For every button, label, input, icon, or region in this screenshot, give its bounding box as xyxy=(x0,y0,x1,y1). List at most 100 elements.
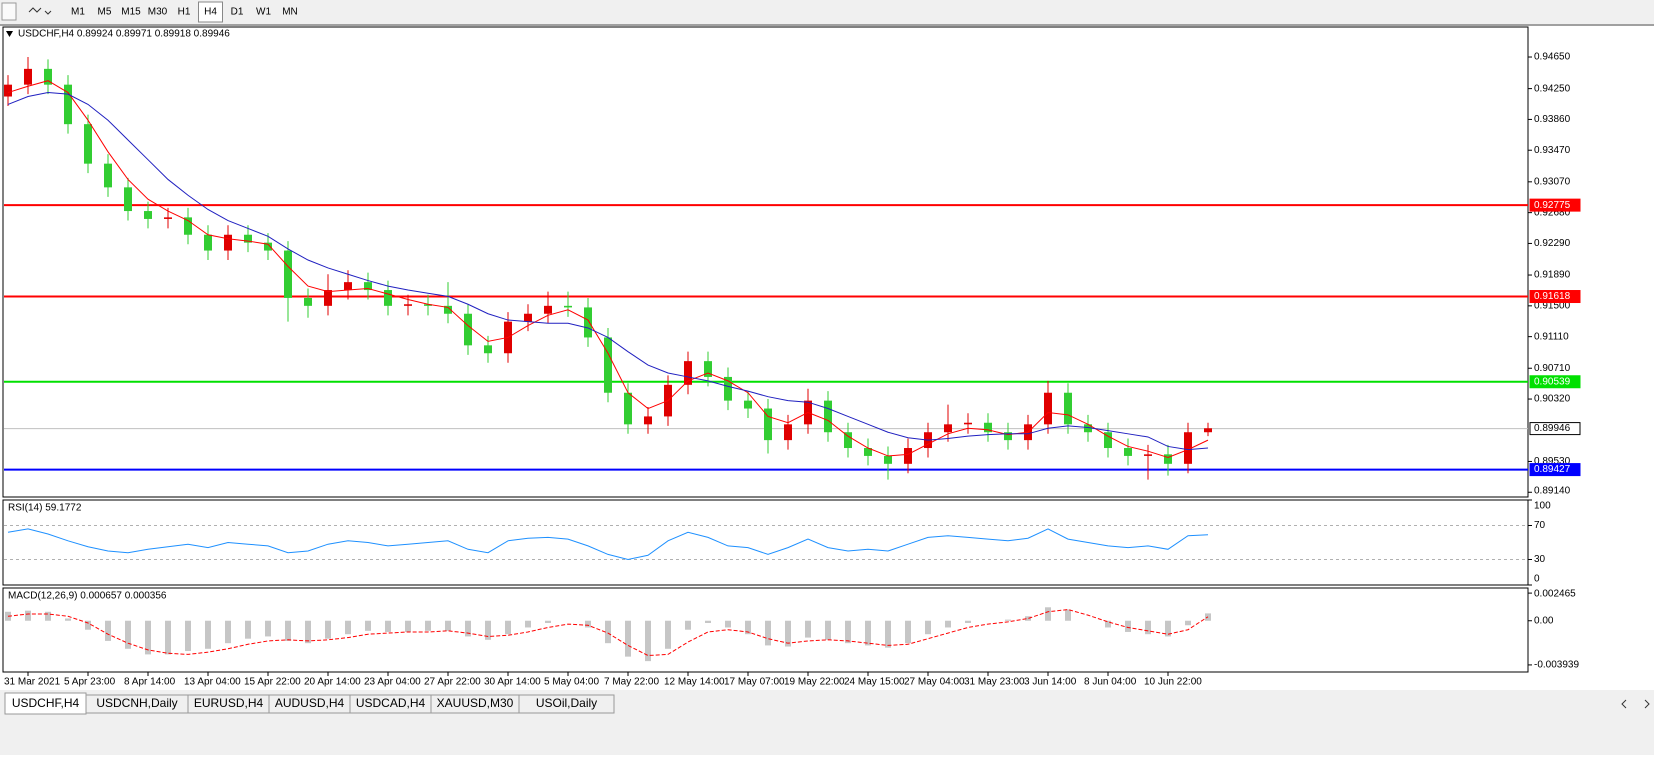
candle-body xyxy=(984,422,992,433)
candle-body xyxy=(224,234,232,251)
symbol-tab-label[interactable]: XAUUSD,M30 xyxy=(437,696,514,710)
y-tick-label: 0.91890 xyxy=(1534,270,1571,281)
candle-body xyxy=(544,305,552,314)
timeframe-button[interactable]: MN xyxy=(282,7,298,18)
y-tick-label: 70 xyxy=(1534,520,1546,531)
candle-body xyxy=(604,337,612,393)
timeframe-button[interactable]: M1 xyxy=(71,7,85,18)
toolbar-button[interactable] xyxy=(1,2,17,21)
timeframe-button[interactable]: H1 xyxy=(178,7,191,18)
candle-body xyxy=(1044,392,1052,425)
x-tick-label: 8 Jun 04:00 xyxy=(1084,677,1137,688)
scroll-arrow[interactable] xyxy=(1621,699,1650,709)
y-tick-label: -0.003939 xyxy=(1534,660,1579,671)
price-label-bg xyxy=(1529,375,1581,389)
x-tick-label: 3 Jun 14:00 xyxy=(1024,677,1077,688)
price-label-bg xyxy=(1529,463,1581,477)
y-tick-label: 0.90710 xyxy=(1534,363,1571,374)
y-tick-label: 0 xyxy=(1534,574,1540,585)
symbol-tab-label[interactable]: EURUSD,H4 xyxy=(194,696,264,710)
candle-body xyxy=(1124,448,1132,456)
candle-body xyxy=(84,124,92,164)
candle-body xyxy=(364,282,372,291)
candle-body xyxy=(264,242,272,251)
candle-body xyxy=(1064,392,1072,425)
x-tick-label: 30 Apr 14:00 xyxy=(484,677,541,688)
x-tick-label: 27 May 04:00 xyxy=(904,677,965,688)
timeframe-button[interactable]: D1 xyxy=(231,7,244,18)
x-tick-label: 8 Apr 14:00 xyxy=(124,677,176,688)
timeframe-button[interactable]: M30 xyxy=(148,7,168,18)
toolbar-icon xyxy=(28,7,52,15)
candle-body xyxy=(1004,432,1012,441)
price-label: 0.92775 xyxy=(1534,200,1571,211)
x-tick-label: 31 Mar 2021 xyxy=(4,677,61,688)
candle-body xyxy=(184,217,192,235)
y-tick-label: 0.92290 xyxy=(1534,238,1571,249)
candle-body xyxy=(584,307,592,338)
timeframe-button[interactable]: M5 xyxy=(98,7,112,18)
symbol-tab[interactable] xyxy=(518,694,615,714)
candle-body xyxy=(764,408,772,441)
main-title: USDCHF,H4 0.89924 0.89971 0.89918 0.8994… xyxy=(18,29,230,40)
candle-body xyxy=(1104,432,1112,449)
price-label: 0.89427 xyxy=(1534,464,1571,475)
symbol-tab-label[interactable]: USDCHF,H4 xyxy=(12,696,80,710)
symbol-tab-label[interactable]: USOil,Daily xyxy=(536,696,597,710)
candle-body xyxy=(164,217,172,219)
x-tick-label: 31 May 23:00 xyxy=(964,677,1025,688)
candle-body xyxy=(444,305,452,314)
toolbar-border xyxy=(0,24,1654,26)
candle-body xyxy=(464,313,472,346)
symbol-tab-label[interactable]: USDCAD,H4 xyxy=(356,696,426,710)
candle-body xyxy=(724,376,732,401)
candle-body xyxy=(1164,454,1172,464)
symbol-tab-label[interactable]: AUDUSD,H4 xyxy=(275,696,345,710)
candle-body xyxy=(104,163,112,188)
moving-average xyxy=(7,92,1209,451)
x-tick-label: 23 Apr 04:00 xyxy=(364,677,421,688)
candle-body xyxy=(384,290,392,306)
candle-body xyxy=(304,297,312,306)
title-arrow xyxy=(6,31,13,37)
candle-body xyxy=(144,211,152,219)
candle-body xyxy=(904,448,912,464)
candle-body xyxy=(1184,432,1192,464)
y-tick-label: 0.93860 xyxy=(1534,114,1571,125)
y-tick-label: 0.94650 xyxy=(1534,52,1571,63)
x-tick-label: 5 May 04:00 xyxy=(544,677,599,688)
y-tick-label: 30 xyxy=(1534,554,1546,565)
x-tick-label: 20 Apr 14:00 xyxy=(304,677,361,688)
candle-body xyxy=(284,250,292,298)
candle-body xyxy=(484,345,492,354)
timeframe-button[interactable]: M15 xyxy=(121,7,141,18)
y-tick-label: 0.92680 xyxy=(1534,207,1571,218)
candle-body xyxy=(1144,454,1152,456)
candle-body xyxy=(964,422,972,425)
rsi-frame xyxy=(2,499,1529,586)
candle-body xyxy=(1084,424,1092,433)
timeframe-button[interactable]: H4 xyxy=(204,7,217,18)
y-tick-label: 0.90320 xyxy=(1534,394,1571,405)
candle-body xyxy=(524,313,532,322)
candle-body xyxy=(124,187,132,212)
x-tick-label: 12 May 14:00 xyxy=(664,677,725,688)
toolbar-button[interactable] xyxy=(24,3,54,20)
y-tick-label: 0.89140 xyxy=(1534,486,1571,497)
y-tick-label: 0.93070 xyxy=(1534,176,1571,187)
x-tick-label: 17 May 07:00 xyxy=(724,677,785,688)
price-label-bg xyxy=(1529,290,1581,304)
symbol-tab-label[interactable]: USDCNH,Daily xyxy=(96,696,177,710)
moving-average xyxy=(7,80,1209,459)
candle-body xyxy=(24,68,32,85)
candle-body xyxy=(824,400,832,433)
timeframe-button[interactable]: W1 xyxy=(256,7,271,18)
candle-body xyxy=(244,234,252,243)
x-tick-label: 19 May 22:00 xyxy=(784,677,845,688)
x-tick-label: 15 Apr 22:00 xyxy=(244,677,301,688)
y-tick-label: 0.89530 xyxy=(1534,456,1571,467)
candle-body xyxy=(744,400,752,409)
candle-body xyxy=(204,234,212,251)
